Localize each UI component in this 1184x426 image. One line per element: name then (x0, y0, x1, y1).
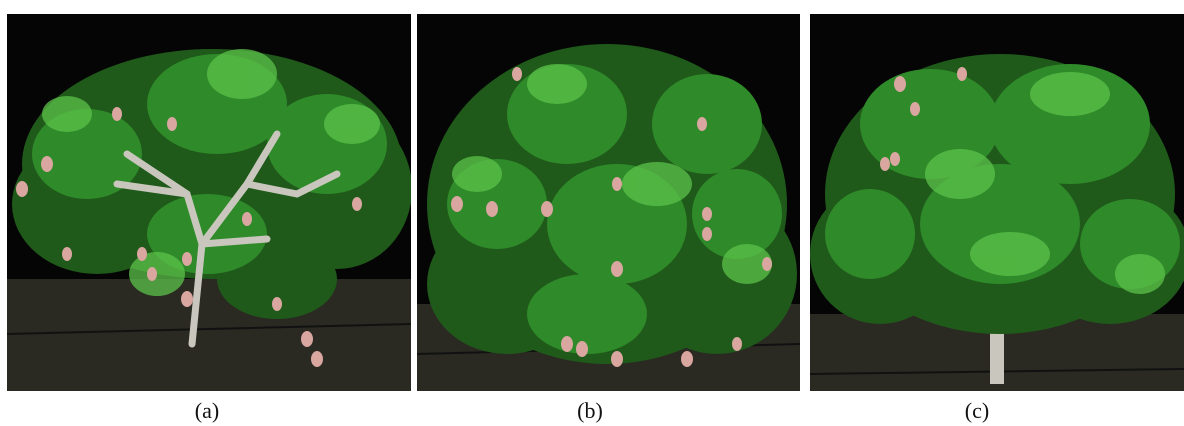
dense-mango-tree-few-fruit-icon (810, 14, 1184, 391)
caption-a: (a) (194, 398, 220, 423)
dense-mango-tree-with-fruit-icon (417, 14, 800, 391)
photo-panel-a (7, 14, 411, 391)
caption-b: (b) (577, 398, 603, 423)
caption-c: (c) (964, 398, 990, 423)
photo-panel-c (810, 14, 1184, 391)
photo-panel-b (417, 14, 800, 391)
mango-tree-with-visible-fruit-icon (7, 14, 411, 391)
